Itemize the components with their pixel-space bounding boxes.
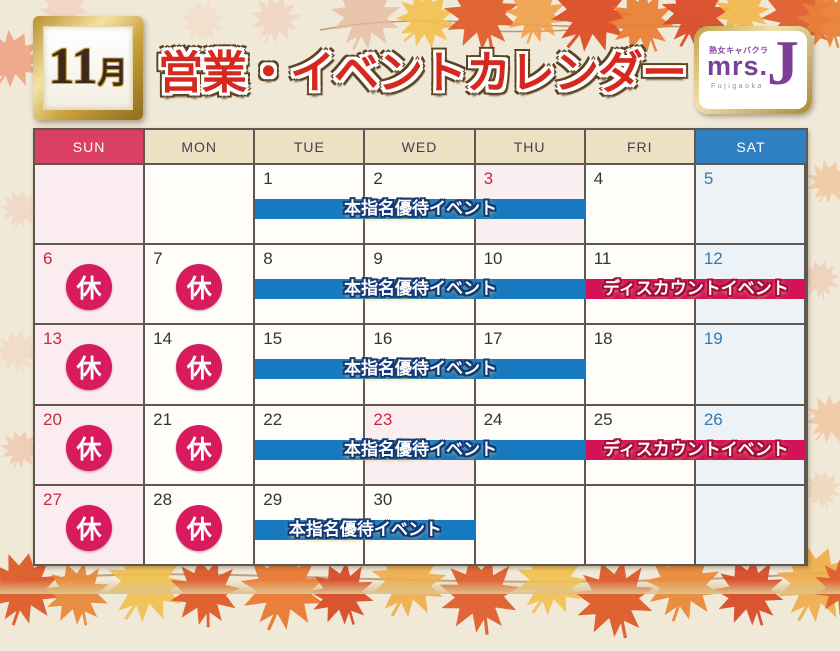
closed-badge: 休 — [66, 424, 113, 471]
calendar-cell: 18 — [585, 323, 696, 404]
event-label: ディスカウントイベント — [602, 439, 789, 459]
day-number: 29 — [263, 489, 283, 509]
event-banner-blue: 本指名優待イベント — [255, 359, 586, 380]
event-banner-blue: 本指名優待イベント — [255, 199, 586, 219]
closed-badge: 休 — [176, 344, 223, 391]
page-title: 営業・イベントカレンダー — [157, 47, 687, 98]
closed-badge: 休 — [176, 264, 223, 311]
event-label: 本指名優待イベント — [343, 439, 497, 459]
calendar-cell — [475, 483, 586, 565]
calendar-cell: 21 休 — [145, 403, 256, 484]
day-header-tue: TUE — [255, 130, 366, 163]
event-banner-red: ディスカウントイベント — [585, 439, 806, 460]
day-number: 1 — [263, 169, 273, 188]
logo-name: mrs. — [707, 51, 769, 81]
month-badge-card: 11 月 — [43, 26, 133, 110]
event-banner-blue: 本指名優待イベント — [255, 279, 586, 300]
event-label: 本指名優待イベント — [343, 359, 497, 379]
day-number: 14 — [153, 329, 173, 349]
calendar-cell: 13 休 — [35, 323, 146, 404]
calendar-cell: 20 休 — [35, 403, 146, 484]
day-number: 10 — [483, 249, 503, 269]
day-number: 23 — [373, 409, 393, 429]
shop-logo: 熟女キャバクラ mrs. J Fujigaoka — [694, 26, 812, 114]
day-number: 11 — [593, 249, 612, 269]
day-number: 4 — [593, 169, 604, 188]
event-banner-blue: 本指名優待イベント — [255, 439, 586, 460]
closed-badge: 休 — [66, 344, 113, 391]
day-number: 6 — [43, 249, 53, 269]
closed-badge: 休 — [66, 264, 113, 311]
day-number: 21 — [153, 409, 173, 429]
day-header-wed: WED — [365, 130, 476, 163]
day-number: 7 — [153, 249, 163, 269]
week-row: 6 休 7 休 8 9 10 11 12 本指名優待イベント ディスカウントイベント — [35, 243, 806, 324]
month-suffix: 月 — [97, 57, 128, 90]
day-header-fri: FRI — [585, 130, 696, 163]
closed-badge: 休 — [176, 504, 223, 551]
day-number: 26 — [703, 409, 723, 429]
month-badge: 11 月 — [33, 16, 143, 120]
closed-badge: 休 — [66, 504, 113, 551]
bottom-strip — [0, 580, 840, 594]
calendar-cell — [585, 483, 696, 565]
day-number: 2 — [373, 169, 383, 188]
day-header-row: SUN MON TUE WED THU FRI SAT — [35, 130, 806, 163]
day-number: 3 — [483, 169, 494, 188]
day-number: 28 — [153, 489, 173, 509]
day-number: 16 — [373, 329, 393, 349]
calendar-grid: SUN MON TUE WED THU FRI SAT 1 2 3 4 5 本指名優待イベント 6 休 7 休… — [33, 128, 808, 566]
week-row: 1 2 3 4 5 本指名優待イベント — [35, 163, 806, 244]
calendar-cell: 19 — [695, 323, 806, 404]
calendar-cell — [145, 163, 256, 244]
week-row: 13 休 14 休 15 16 17 18 19 本指名優待イベント — [35, 323, 806, 404]
event-banner-red: ディスカウントイベント — [585, 279, 806, 300]
calendar-cell: 5 — [695, 163, 806, 244]
event-label: 本指名優待イベント — [343, 199, 497, 218]
event-banner-blue: 本指名優待イベント — [255, 519, 476, 540]
month-number: 11 — [48, 38, 98, 95]
day-number: 25 — [593, 409, 613, 429]
day-header-mon: MON — [145, 130, 256, 163]
day-number: 8 — [263, 249, 273, 269]
day-number: 13 — [43, 329, 62, 349]
week-row: 20 休 21 休 22 23 24 25 26 本指名優待イベント ディスカウントイベント — [35, 403, 806, 484]
day-number: 30 — [373, 489, 393, 509]
calendar-cell: 27 休 — [35, 483, 146, 565]
day-number: 24 — [483, 409, 503, 429]
logo-location: Fujigaoka — [711, 83, 764, 90]
day-number: 20 — [43, 409, 62, 429]
calendar-cell — [695, 483, 806, 565]
event-label: ディスカウントイベント — [602, 279, 789, 299]
day-number: 12 — [703, 249, 723, 269]
day-header-sun: SUN — [35, 130, 146, 163]
closed-badge: 休 — [176, 424, 223, 471]
calendar-cell — [35, 163, 146, 244]
shop-logo-card: 熟女キャバクラ mrs. J Fujigaoka — [699, 31, 807, 109]
event-label: 本指名優待イベント — [288, 519, 442, 539]
day-number: 22 — [263, 409, 283, 429]
day-number: 9 — [373, 249, 383, 269]
day-number: 15 — [263, 329, 283, 349]
day-number: 19 — [703, 329, 723, 349]
calendar-cell: 28 休 — [145, 483, 256, 565]
event-label: 本指名優待イベント — [343, 279, 497, 299]
day-number: 27 — [43, 489, 62, 509]
day-number: 18 — [593, 329, 613, 349]
calendar-cell: 4 — [585, 163, 696, 244]
week-row: 27 休 28 休 29 30 本指名優待イベント — [35, 483, 806, 565]
day-number: 17 — [483, 329, 503, 349]
day-header-sat: SAT — [695, 130, 806, 163]
logo-initial: J — [767, 31, 799, 98]
day-header-thu: THU — [475, 130, 586, 163]
calendar-cell: 14 休 — [145, 323, 256, 404]
day-number: 5 — [703, 169, 714, 188]
